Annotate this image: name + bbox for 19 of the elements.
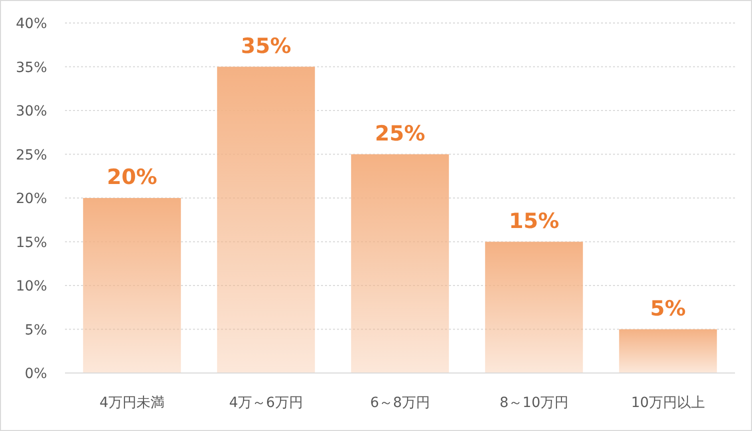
y-tick-label: 0%	[24, 366, 47, 382]
x-tick-label: 4万～6万円	[229, 395, 303, 411]
y-tick-label: 25%	[16, 147, 47, 164]
y-tick-label: 20%	[16, 191, 47, 207]
data-label: 15%	[508, 208, 560, 233]
y-tick-label: 35%	[16, 60, 47, 76]
x-tick-label: 10万円以上	[631, 395, 705, 411]
y-tick-label: 15%	[16, 234, 47, 251]
y-tick-label: 10%	[16, 278, 47, 294]
data-label: 5%	[650, 296, 686, 320]
x-tick-label: 4万円未満	[100, 395, 164, 411]
y-tick-label: 5%	[24, 322, 47, 338]
data-label: 20%	[106, 165, 158, 189]
x-tick-label: 6～8万円	[370, 395, 430, 411]
x-tick-label: 8～10万円	[500, 395, 568, 411]
y-tick-label: 40%	[16, 16, 47, 32]
data-label: 25%	[374, 121, 426, 146]
y-tick-label: 30%	[16, 104, 47, 120]
data-label: 35%	[240, 34, 292, 58]
